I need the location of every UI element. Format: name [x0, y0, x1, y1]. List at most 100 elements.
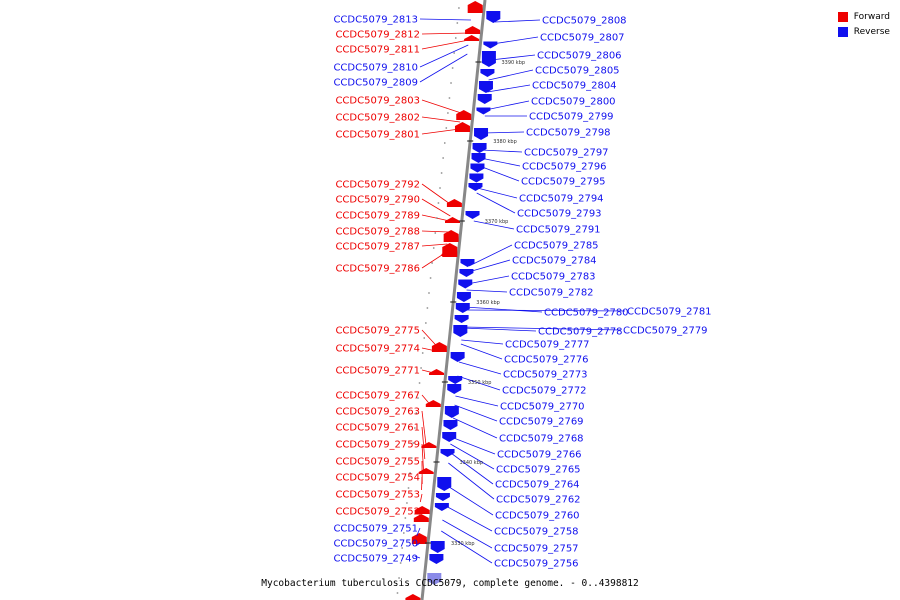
reverse-gene-feature [483, 41, 498, 49]
gene-label-ccdc5079_2810: CCDC5079_2810 [333, 63, 418, 74]
legend-label-forward: Forward [853, 11, 890, 22]
leader-line-ccdc5079_2770 [455, 395, 499, 407]
reverse-gene-feature [427, 573, 442, 585]
reverse-gene-feature [486, 11, 501, 23]
leader-line-ccdc5079_2810 [419, 44, 469, 68]
gene-label-ccdc5079_2786: CCDC5079_2786 [335, 264, 420, 275]
gene-label-ccdc5079_2764: CCDC5079_2764 [495, 480, 580, 491]
gene-label-ccdc5079_2771: CCDC5079_2771 [335, 366, 420, 377]
gene-label-ccdc5079_2795: CCDC5079_2795 [521, 177, 606, 188]
gene-label-ccdc5079_2756: CCDC5079_2756 [494, 559, 579, 570]
leader-line-ccdc5079_2776 [460, 343, 503, 360]
leader-line-ccdc5079_2761 [421, 426, 426, 460]
legend-item-forward: Forward [837, 9, 890, 24]
leader-line-ccdc5079_2768 [452, 417, 498, 439]
leader-line-ccdc5079_2759 [421, 443, 424, 472]
leader-line-ccdc5079_2771 [421, 369, 434, 374]
leader-line-ccdc5079_2765 [450, 443, 495, 470]
legend: Forward Reverse [837, 9, 890, 39]
forward-gene-feature [443, 230, 459, 242]
gene-label-ccdc5079_2790: CCDC5079_2790 [335, 195, 420, 206]
gene-label-ccdc5079_2789: CCDC5079_2789 [335, 211, 420, 222]
forward-gene-feature [413, 514, 429, 522]
gene-label-ccdc5079_2775: CCDC5079_2775 [335, 326, 420, 337]
leader-line-ccdc5079_2767 [421, 394, 431, 406]
leader-line-ccdc5079_2793 [476, 192, 516, 214]
gene-label-ccdc5079_2806: CCDC5079_2806 [537, 51, 622, 62]
reverse-gene-feature [456, 292, 471, 302]
leader-line-ccdc5079_2781 [464, 309, 626, 312]
reverse-gene-feature [481, 51, 496, 67]
gene-label-ccdc5079_2753: CCDC5079_2753 [335, 490, 420, 501]
leader-line-ccdc5079_2795 [479, 165, 520, 182]
reverse-gene-feature [434, 503, 449, 511]
gene-label-ccdc5079_2776: CCDC5079_2776 [504, 355, 589, 366]
leader-line-ccdc5079_2779 [462, 326, 622, 331]
tick-label: 3380 kbp [493, 139, 517, 145]
gene-label-ccdc5079_2773: CCDC5079_2773 [503, 370, 588, 381]
leader-line-ccdc5079_2786 [421, 251, 447, 269]
tick-label: 3340 kbp [459, 460, 483, 466]
forward-gene-feature [421, 442, 437, 448]
gene-label-ccdc5079_2777: CCDC5079_2777 [505, 340, 590, 351]
reverse-gene-feature [430, 541, 445, 553]
leader-line-ccdc5079_2788 [421, 230, 449, 233]
forward-gene-feature [405, 594, 421, 600]
legend-item-reverse: Reverse [837, 24, 890, 39]
gene-label-ccdc5079_2761: CCDC5079_2761 [335, 423, 420, 434]
reverse-gene-feature [460, 259, 475, 267]
gene-label-ccdc5079_2794: CCDC5079_2794 [519, 194, 604, 205]
reverse-gene-feature [476, 107, 491, 115]
forward-gene-feature [425, 400, 441, 407]
gene-label-ccdc5079_2765: CCDC5079_2765 [496, 465, 581, 476]
forward-gene-feature [418, 468, 434, 474]
reverse-gene-feature [443, 420, 458, 430]
map-caption: Mycobacterium tuberculosis CCDC5079, com… [261, 578, 639, 589]
gene-label-ccdc5079_2749: CCDC5079_2749 [333, 554, 418, 565]
tick-label: 3330 kbp [451, 541, 475, 547]
forward-gene-feature [445, 217, 461, 223]
gene-label-ccdc5079_2766: CCDC5079_2766 [497, 450, 582, 461]
leader-line-ccdc5079_2752 [418, 510, 423, 517]
gene-label-ccdc5079_2780: CCDC5079_2780 [544, 308, 629, 319]
gene-label-ccdc5079_2801: CCDC5079_2801 [335, 130, 420, 141]
leader-line-ccdc5079_2797 [481, 149, 523, 153]
leader-line-ccdc5079_2751 [416, 527, 421, 537]
leader-line-ccdc5079_2784 [468, 259, 511, 273]
leader-line-ccdc5079_2773 [458, 361, 502, 375]
gene-label-ccdc5079_2779: CCDC5079_2779 [623, 326, 708, 337]
leader-line-ccdc5079_2757 [442, 519, 493, 549]
gene-label-ccdc5079_2785: CCDC5079_2785 [514, 241, 599, 252]
gene-label-ccdc5079_2809: CCDC5079_2809 [333, 78, 418, 89]
reverse-gene-feature [459, 269, 474, 277]
gene-label-ccdc5079_2808: CCDC5079_2808 [542, 16, 627, 27]
leader-line-ccdc5079_2800 [485, 100, 530, 111]
leader-line-ccdc5079_2790 [421, 198, 451, 217]
gene-label-ccdc5079_2800: CCDC5079_2800 [531, 97, 616, 108]
gene-label-ccdc5079_2784: CCDC5079_2784 [512, 256, 597, 267]
gene-label-ccdc5079_2778: CCDC5079_2778 [538, 327, 623, 338]
leader-line-ccdc5079_2760 [445, 484, 494, 516]
reverse-gene-feature [477, 94, 492, 104]
gene-label-ccdc5079_2782: CCDC5079_2782 [509, 288, 594, 299]
leader-line-ccdc5079_2804 [487, 84, 531, 93]
leader-line-ccdc5079_2750 [415, 542, 421, 547]
leader-line-ccdc5079_2764 [449, 451, 494, 485]
gene-label-ccdc5079_2751: CCDC5079_2751 [333, 524, 418, 535]
gene-label-ccdc5079_2802: CCDC5079_2802 [335, 113, 420, 124]
leader-line-ccdc5079_2791 [473, 220, 515, 230]
reverse-gene-feature [440, 449, 455, 457]
leader-line-ccdc5079_2792 [421, 183, 452, 206]
gene-label-ccdc5079_2760: CCDC5079_2760 [495, 511, 580, 522]
tick-marks: 3390 kbp 3380 kbp 3370 kbp 3360 kbp 3350 kbp… [396, 7, 525, 594]
leader-line-ccdc5079_2813 [419, 18, 471, 21]
gene-label-ccdc5079_2781: CCDC5079_2781 [627, 307, 712, 318]
gene-label-ccdc5079_2752: CCDC5079_2752 [335, 507, 420, 518]
forward-gene-feature [456, 110, 472, 120]
gene-label-ccdc5079_2755: CCDC5079_2755 [335, 457, 420, 468]
forward-gene-feature [441, 250, 457, 256]
leader-line-ccdc5079_2803 [421, 99, 462, 114]
reverse-gene-feature [442, 432, 457, 442]
leader-line-ccdc5079_2775 [421, 329, 437, 347]
tick-label: 3390 kbp [501, 60, 525, 66]
